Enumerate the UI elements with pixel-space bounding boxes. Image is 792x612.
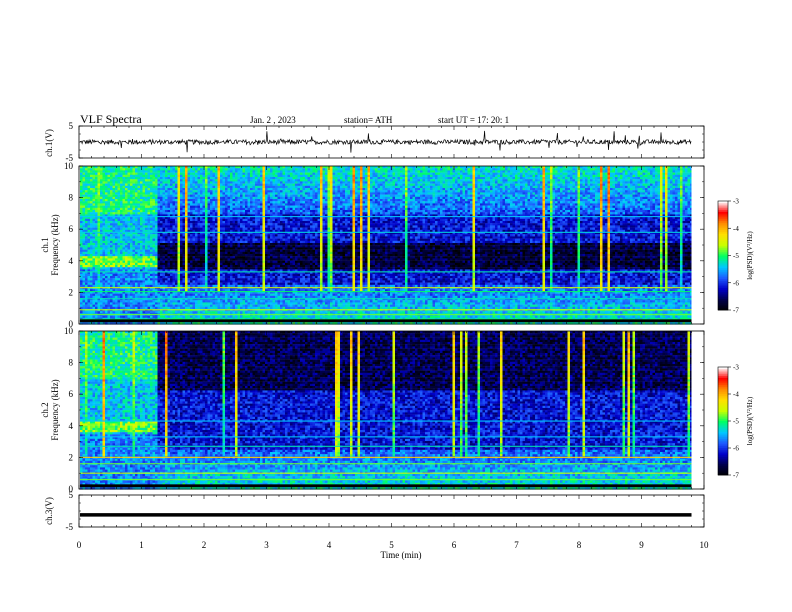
ch1-waveform-line bbox=[80, 131, 691, 153]
ch1-spec-ylabel-line1: ch.1 bbox=[40, 237, 50, 252]
cb2-tick-2: -5 bbox=[733, 418, 739, 426]
ch2spec-tick-2: 4 bbox=[69, 421, 74, 431]
ch2-spec-ylabel: ch.2 Frequency (kHz) bbox=[40, 379, 60, 440]
station-label: station= ATH bbox=[344, 115, 393, 125]
ch1-waveform-panel: 5-5 bbox=[66, 121, 705, 163]
ch1spec-tick-3: 6 bbox=[69, 224, 74, 234]
x-tick-10: 10 bbox=[700, 540, 710, 550]
x-axis: 0 1 2 3 4 5 6 7 8 9 10 bbox=[77, 540, 709, 550]
ch1spec-tick-1: 2 bbox=[69, 287, 74, 297]
x-tick-1: 1 bbox=[139, 540, 144, 550]
ch3-wave-tick-0: 5 bbox=[69, 490, 74, 500]
ch1spec-tick-5: 10 bbox=[64, 161, 74, 171]
cb2-tick-3: -6 bbox=[733, 445, 739, 453]
ch1-wave-tick-0: 5 bbox=[69, 121, 74, 131]
ch2-colorbar: -3 -4 -5 -6 -7 log(PSD)(V²/Hz) bbox=[718, 364, 754, 480]
x-axis-label: Time (min) bbox=[381, 550, 422, 560]
ch2spec-tick-1: 2 bbox=[69, 452, 74, 462]
x-tick-6: 6 bbox=[452, 540, 457, 550]
start-time-label: start UT = 17: 20: 1 bbox=[438, 115, 509, 125]
cb2-tick-0: -3 bbox=[733, 364, 739, 372]
cb1-label: log(PSD)(V²/Hz) bbox=[746, 231, 754, 280]
ch3-wave-frame bbox=[79, 495, 704, 527]
cb1-tick-3: -6 bbox=[733, 279, 739, 287]
x-tick-2: 2 bbox=[202, 540, 207, 550]
cb2-tick-1: -4 bbox=[733, 391, 739, 399]
ch1spec-tick-4: 8 bbox=[69, 193, 74, 203]
cb1-tick-2: -5 bbox=[733, 252, 739, 260]
x-tick-7: 7 bbox=[514, 540, 519, 550]
ch3-waveform-panel: 5 -5 bbox=[66, 490, 705, 532]
x-tick-8: 8 bbox=[577, 540, 582, 550]
ch1-spec-ylabel: ch.1 Frequency (kHz) bbox=[40, 214, 60, 275]
ch3-wave-tick-1: -5 bbox=[66, 522, 74, 532]
cb1-tick-0: -3 bbox=[733, 198, 739, 206]
ch2spec-tick-4: 8 bbox=[69, 358, 74, 368]
date-label: Jan. 2 , 2023 bbox=[250, 115, 296, 125]
ch2-spec-ylabel-line1: ch.2 bbox=[40, 402, 50, 417]
ch2spec-tick-3: 6 bbox=[69, 389, 74, 399]
x-tick-9: 9 bbox=[639, 540, 644, 550]
ch2-spec-ylabel-line2: Frequency (kHz) bbox=[50, 379, 60, 440]
ch1spec-tick-2: 4 bbox=[69, 256, 74, 266]
x-tick-0: 0 bbox=[77, 540, 82, 550]
ch1-wave-ylabel: ch.1(V) bbox=[44, 129, 54, 157]
ch3-wave-ylabel: ch.3(V) bbox=[44, 497, 54, 525]
x-tick-3: 3 bbox=[264, 540, 269, 550]
ch2spec-tick-5: 10 bbox=[64, 326, 74, 336]
ch1-colorbar: -3 -4 -5 -6 -7 log(PSD)(V²/Hz) bbox=[718, 198, 754, 315]
cb1-tick-4: -7 bbox=[733, 307, 739, 315]
cb2-tick-4: -7 bbox=[733, 472, 739, 480]
x-tick-5: 5 bbox=[389, 540, 394, 550]
cb2-label: log(PSD)(V²/Hz) bbox=[746, 396, 754, 445]
ch1-spec-ylabel-line2: Frequency (kHz) bbox=[50, 214, 60, 275]
cb1-tick-1: -4 bbox=[733, 225, 739, 233]
x-tick-4: 4 bbox=[327, 540, 332, 550]
figure-title: VLF Spectra bbox=[80, 112, 142, 126]
